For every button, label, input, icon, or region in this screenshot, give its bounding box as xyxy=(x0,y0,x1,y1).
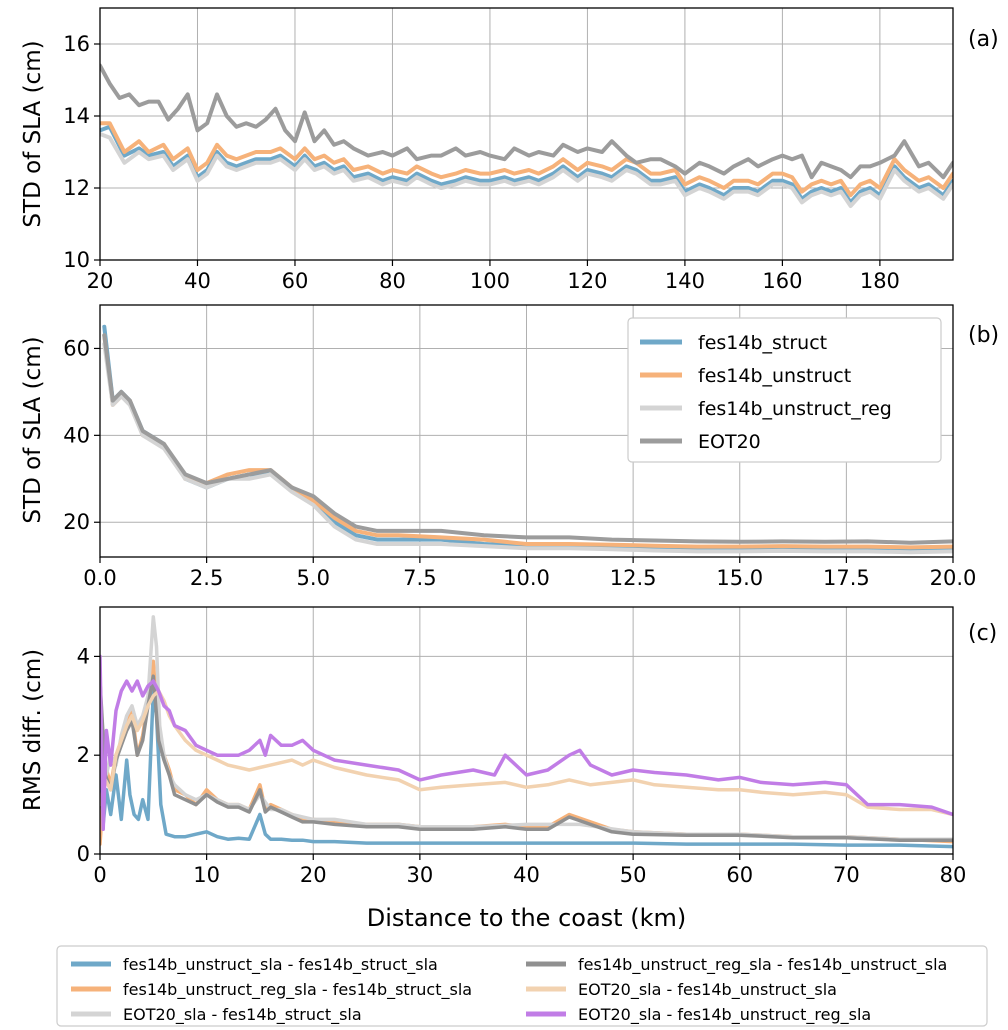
series-line-2 xyxy=(100,121,953,198)
series-line-3 xyxy=(102,342,953,555)
y-tick-label: 14 xyxy=(63,104,90,128)
legend-label: fes14b_unstruct_sla - fes14b_struct_sla xyxy=(123,955,438,975)
x-tick-label: 70 xyxy=(833,863,860,887)
x-tick-label: 100 xyxy=(470,269,510,293)
legend: fes14b_struct fes14b_unstruct fes14b_unstr… xyxy=(627,317,942,463)
legend-label: EOT20_sla - fes14b_unstruct_sla xyxy=(578,980,837,1000)
x-tick-label: 0.0 xyxy=(83,566,116,590)
y-tick-label: 10 xyxy=(63,248,90,272)
x-tick-label: 10 xyxy=(193,863,220,887)
panel-3: 0 10 20 30 40 50 60 70 80 0 2 4 RMS diff. (cm) (c) Dis… xyxy=(20,606,997,1027)
y-axis-label: STD of SLA (cm) xyxy=(20,40,46,227)
x-tick-label: 10.0 xyxy=(503,566,550,590)
legend-label: fes14b_unstruct xyxy=(698,365,851,387)
x-tick-label: 20 xyxy=(87,269,114,293)
x-tick-label: 40 xyxy=(513,863,540,887)
legend: fes14b_unstruct_sla - fes14b_struct_slaf… xyxy=(56,945,988,1027)
x-axis-label: Distance to the coast (km) xyxy=(367,904,686,932)
y-tick-label: 12 xyxy=(63,176,90,200)
x-tick-label: 12.5 xyxy=(610,566,657,590)
panel-2: 0.0 2.5 5.0 7.5 10.0 12.5 15.0 17.5 20.0 20 40 60 ST… xyxy=(20,304,999,590)
x-tick-label: 2.5 xyxy=(190,566,223,590)
x-tick-label: 30 xyxy=(407,863,434,887)
y-axis-label: RMS diff. (cm) xyxy=(20,649,46,811)
x-tick-label: 20.0 xyxy=(930,566,977,590)
x-tick-label: 5.0 xyxy=(297,566,330,590)
panel-label: (b) xyxy=(968,323,999,348)
panel-label: (a) xyxy=(968,27,999,52)
x-tick-label: 60 xyxy=(282,269,309,293)
y-tick-label: 20 xyxy=(63,510,90,534)
series-line-1 xyxy=(100,124,953,205)
y-tick-label: 4 xyxy=(77,644,90,668)
x-tick-label: 80 xyxy=(940,863,967,887)
series-line-4 xyxy=(100,63,953,180)
legend-box xyxy=(56,945,988,1027)
x-tick-label: 60 xyxy=(726,863,753,887)
legend-label: EOT20_sla - fes14b_unstruct_reg_sla xyxy=(578,1005,871,1025)
x-tick-label: 20 xyxy=(300,863,327,887)
series-group xyxy=(100,63,953,208)
legend-box xyxy=(627,317,942,463)
x-tick-label: 17.5 xyxy=(823,566,870,590)
legend-label: fes14b_unstruct_reg xyxy=(698,398,892,420)
y-tick-label: 2 xyxy=(77,743,90,767)
legend-label: EOT20_sla - fes14b_struct_sla xyxy=(123,1005,362,1025)
x-tick-label: 15.0 xyxy=(716,566,763,590)
plot-frame xyxy=(99,7,954,261)
y-axis-label: STD of SLA (cm) xyxy=(20,336,46,523)
series-line-4 xyxy=(100,674,953,842)
series-group xyxy=(102,324,953,555)
x-tick-label: 50 xyxy=(620,863,647,887)
series-line-1 xyxy=(100,689,953,849)
x-tick-label: 7.5 xyxy=(403,566,436,590)
x-tick-label: 40 xyxy=(184,269,211,293)
series-line-6 xyxy=(100,654,953,832)
x-tick-label: 80 xyxy=(379,269,406,293)
x-tick-label: 0 xyxy=(93,863,106,887)
y-tick-label: 60 xyxy=(63,336,90,360)
x-tick-label: 140 xyxy=(665,269,705,293)
legend-label: fes14b_struct xyxy=(698,332,827,354)
x-tick-label: 120 xyxy=(567,269,607,293)
y-tick-label: 16 xyxy=(63,32,90,56)
x-tick-label: 160 xyxy=(762,269,802,293)
y-tick-label: 0 xyxy=(77,842,90,866)
series-line-4 xyxy=(102,333,953,545)
series-line-5 xyxy=(100,689,953,817)
series-line-3 xyxy=(100,132,953,208)
panel-label: (c) xyxy=(968,621,997,646)
legend-label: fes14b_unstruct_reg_sla - fes14b_unstruc… xyxy=(578,955,947,975)
series-group xyxy=(100,615,953,849)
legend-label: EOT20 xyxy=(698,431,761,453)
panel-1: 20 40 60 80 100 120 140 160 180 10 12 14 16 STD of SL… xyxy=(20,7,999,293)
legend-label: fes14b_unstruct_reg_sla - fes14b_struct_… xyxy=(123,980,472,1000)
y-tick-label: 40 xyxy=(63,423,90,447)
x-tick-label: 180 xyxy=(860,269,900,293)
